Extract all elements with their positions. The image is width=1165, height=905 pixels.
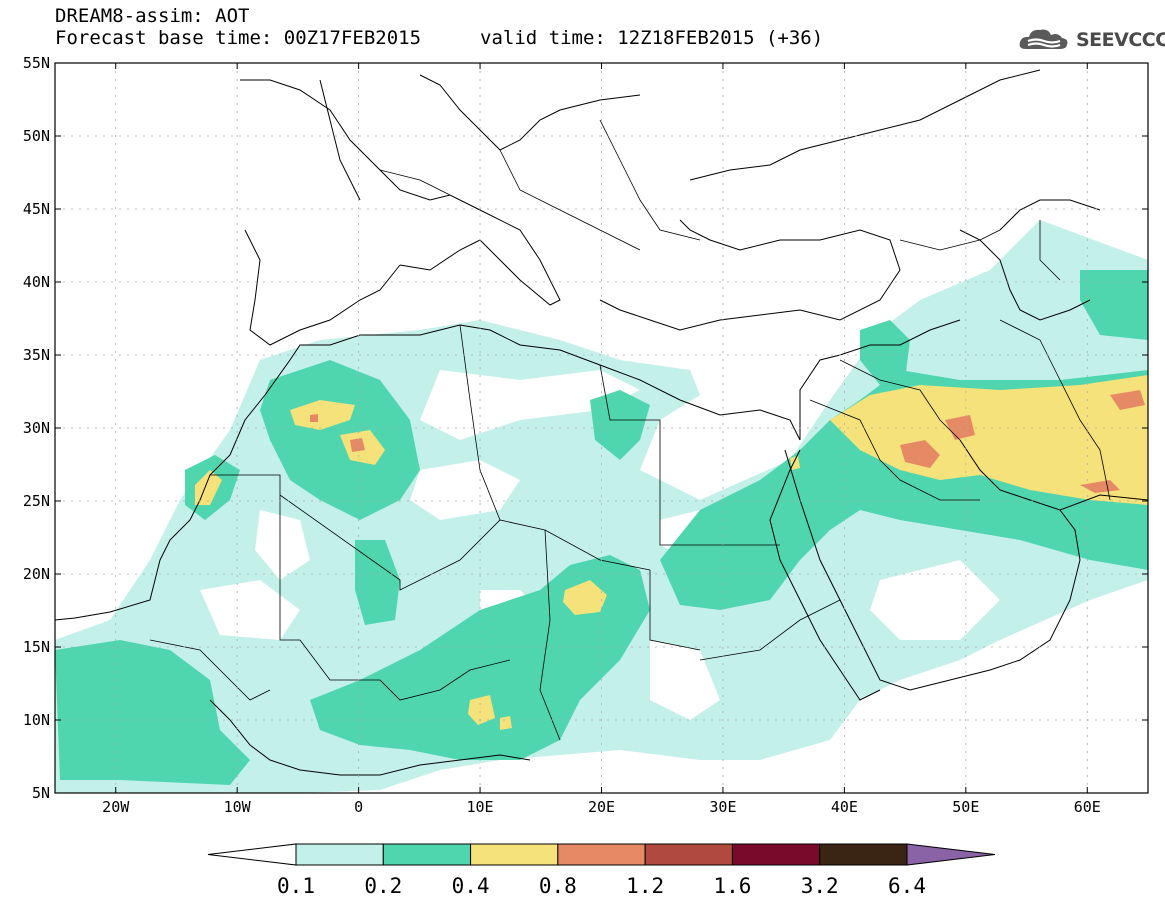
colorbar-level-label: 1.2 <box>626 874 664 898</box>
lat-tick-label: 50N <box>23 127 50 145</box>
forecast-base-time: Forecast base time: 00Z17FEB2015 <box>55 27 422 49</box>
lat-tick-label: 30N <box>23 419 50 437</box>
colorbar-segment <box>731 843 821 866</box>
lon-tick-label: 50E <box>952 798 979 816</box>
aot-contour-0.4 <box>830 375 1148 505</box>
cloud-icon <box>1019 29 1068 49</box>
lon-tick-label: 20E <box>588 798 615 816</box>
colorbar-segment <box>644 843 733 866</box>
colorbar-segment <box>382 843 472 866</box>
lon-tick-label: 20W <box>102 798 130 816</box>
lat-ticks: 55N 50N 45N 40N 35N 30N 25N 20N 15N 10N 5N <box>23 54 1148 802</box>
lat-tick-label: 5N <box>32 784 50 802</box>
aot-colorbar: 0.1 0.2 0.4 0.8 1.2 1.6 3.2 6.4 <box>207 843 996 898</box>
colorbar-segment <box>819 843 908 866</box>
lat-tick-label: 25N <box>23 492 50 510</box>
lat-tick-label: 40N <box>23 273 50 291</box>
country-borders <box>149 119 1111 741</box>
colorbar-segment <box>557 843 646 866</box>
aot-contour-0.2 <box>55 640 250 785</box>
lat-tick-label: 35N <box>23 346 50 364</box>
colorbar-segment <box>295 843 384 866</box>
colorbar-level-label: 0.4 <box>452 874 490 898</box>
colorbar-high-arrow <box>906 843 996 866</box>
lat-tick-label: 15N <box>23 638 50 656</box>
lon-tick-label: 0 <box>354 798 363 816</box>
lat-tick-label: 45N <box>23 200 50 218</box>
colorbar-level-label: 0.2 <box>364 874 402 898</box>
lat-tick-label: 20N <box>23 565 50 583</box>
colorbar-level-label: 6.4 <box>888 874 926 898</box>
lon-tick-label: 10E <box>467 798 494 816</box>
lon-tick-label: 10W <box>224 798 252 816</box>
lon-tick-label: 30E <box>709 798 736 816</box>
lon-tick-label: 40E <box>831 798 858 816</box>
colorbar-level-label: 0.1 <box>277 874 315 898</box>
colorbar-level-label: 0.8 <box>539 874 577 898</box>
colorbar-level-label: 1.6 <box>713 874 751 898</box>
logo-text: SEEVCCC <box>1076 29 1165 51</box>
valid-time: valid time: 12Z18FEB2015 (+36) <box>480 27 824 49</box>
lat-tick-label: 55N <box>23 54 50 72</box>
lon-tick-label: 60E <box>1074 798 1101 816</box>
colorbar-level-label: 3.2 <box>801 874 839 898</box>
map-title: DREAM8-assim: AOT <box>55 5 250 27</box>
aot-contour-0.8 <box>900 440 940 468</box>
colorbar-segment <box>470 843 559 866</box>
coastlines <box>55 69 1148 776</box>
lon-ticks: 20W 10W 0 10E 20E 30E 40E 50E 60E <box>102 63 1101 816</box>
seevccc-logo: SEEVCCC <box>1018 26 1165 54</box>
map-gridlines <box>55 63 1148 793</box>
colorbar-low-arrow <box>207 843 297 866</box>
lat-tick-label: 10N <box>23 711 50 729</box>
